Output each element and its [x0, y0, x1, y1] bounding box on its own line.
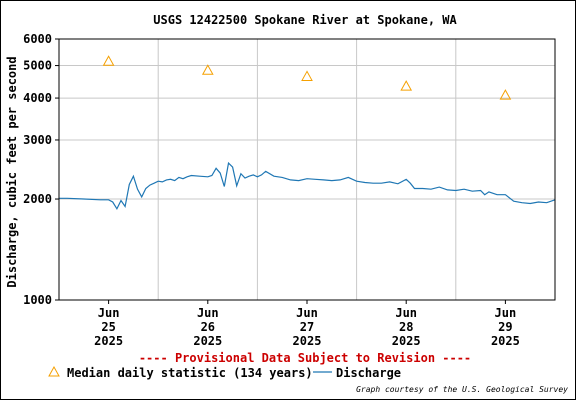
y-axis-ticks: 1000 2000 3000 4000 5000 6000	[23, 32, 59, 307]
x-tick-label: Jun	[495, 306, 517, 320]
median-marker	[499, 89, 512, 100]
x-tick-label: 27	[300, 320, 314, 334]
vertical-gridlines	[157, 39, 457, 300]
credit-text: Graph courtesy of the U.S. Geological Su…	[356, 385, 568, 394]
x-tick-label: 2025	[94, 334, 123, 348]
x-tick-label: 2025	[293, 334, 322, 348]
x-tick-label: 26	[201, 320, 215, 334]
median-marker	[301, 70, 313, 81]
x-tick-label: 25	[101, 320, 115, 334]
y-tick-label: 1000	[23, 293, 52, 307]
x-tick-label: Jun	[98, 306, 120, 320]
x-tick-label: Jun	[296, 306, 318, 320]
x-tick-label: Jun	[197, 306, 219, 320]
median-series	[102, 55, 512, 100]
discharge-line	[59, 161, 556, 211]
plot-background	[59, 39, 555, 300]
median-marker	[400, 80, 413, 91]
y-tick-label: 6000	[23, 32, 52, 46]
chart-title: USGS 12422500 Spokane River at Spokane, …	[153, 13, 457, 27]
x-tick-label: 2025	[491, 334, 520, 348]
x-axis-ticks: Jun252025Jun262025Jun272025Jun282025Jun2…	[94, 300, 520, 348]
legend-discharge-label: Discharge	[336, 366, 401, 380]
legend-median-marker	[48, 365, 60, 377]
y-tick-label: 2000	[23, 192, 52, 206]
provisional-notice: ---- Provisional Data Subject to Revisio…	[139, 351, 471, 365]
x-tick-label: 2025	[392, 334, 421, 348]
legend-median-label: Median daily statistic (134 years)	[67, 366, 313, 380]
x-tick-label: Jun	[395, 306, 417, 320]
median-marker	[102, 55, 115, 66]
x-tick-label: 29	[498, 320, 512, 334]
y-tick-label: 5000	[23, 59, 52, 73]
discharge-series	[59, 161, 556, 211]
x-tick-label: 28	[399, 320, 413, 334]
plot-area	[58, 38, 556, 301]
median-marker	[201, 64, 214, 75]
y-tick-label: 4000	[23, 91, 52, 105]
y-tick-label: 3000	[23, 133, 52, 147]
legend: Median daily statistic (134 years) Disch…	[48, 365, 401, 380]
y-axis-label: Discharge, cubic feet per second	[5, 56, 19, 287]
x-tick-label: 2025	[193, 334, 222, 348]
horizontal-gridlines	[59, 65, 555, 200]
